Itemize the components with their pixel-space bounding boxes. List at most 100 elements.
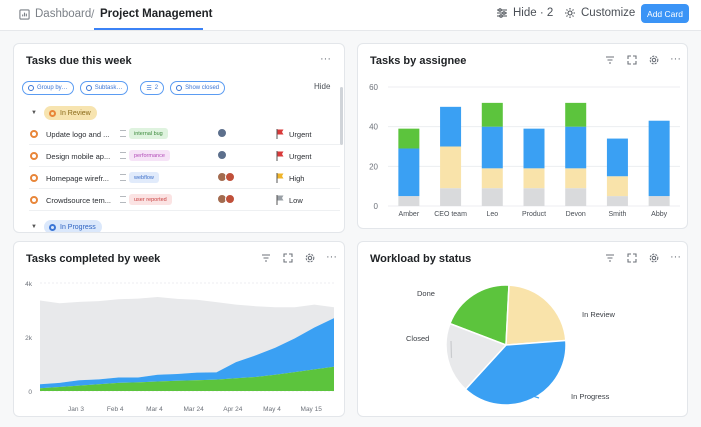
task-name[interactable]: Homepage wirefr... <box>46 174 109 183</box>
more-icon[interactable]: ··· <box>320 53 331 65</box>
task-row[interactable]: Update logo and ... internal bug Urgent <box>29 124 340 145</box>
filter-icon[interactable] <box>604 54 615 65</box>
hide-link[interactable]: Hide <box>314 82 331 91</box>
card-title: Workload by status <box>370 253 472 265</box>
x-tick-label: Jan 3 <box>68 406 84 413</box>
more-icon[interactable]: ··· <box>326 251 337 263</box>
bar-segment-done[interactable] <box>481 102 503 127</box>
x-tick-label: May 15 <box>301 406 323 413</box>
bar-segment-in_progress[interactable] <box>606 138 628 177</box>
tasks-due-card: Tasks due this week ··· Group by… Subtas… <box>13 43 345 233</box>
pie-label: Done <box>417 289 435 298</box>
breadcrumb-separator: / <box>91 7 95 21</box>
group-pill-in-review[interactable]: In Review <box>44 106 97 120</box>
pie-slice[interactable] <box>505 284 567 346</box>
expand-icon[interactable] <box>282 252 293 263</box>
bar-segment-in_progress[interactable] <box>648 120 670 197</box>
task-row[interactable]: Homepage wirefr... webflow High <box>29 168 340 189</box>
y-tick-label: 0 <box>28 389 32 396</box>
x-tick-label: Feb 4 <box>107 406 124 413</box>
bar-segment-in_review[interactable] <box>481 168 503 189</box>
assignee-avatars[interactable] <box>217 128 227 138</box>
more-icon[interactable]: ··· <box>670 53 681 65</box>
y-tick-label: 20 <box>369 162 378 171</box>
task-tag[interactable]: performance <box>129 150 170 161</box>
customize-button[interactable]: Customize <box>564 7 635 19</box>
filter-icon[interactable] <box>260 252 271 263</box>
card-title: Tasks by assignee <box>370 55 467 67</box>
collapse-icon[interactable]: ▼ <box>31 224 37 230</box>
gear-icon[interactable] <box>648 54 659 65</box>
sliders-icon <box>497 8 507 18</box>
description-icon <box>120 196 126 203</box>
filter-chips: Group by… Subtask… ☰ 2 Show closed <box>22 81 226 95</box>
task-row[interactable]: Crowdsource tem... user reported Low <box>29 190 340 211</box>
add-card-button[interactable]: Add Card <box>641 4 689 23</box>
filter-icon[interactable] <box>604 252 615 263</box>
group-pill-in-progress[interactable]: In Progress <box>44 220 102 232</box>
filter-count-chip[interactable]: ☰ 2 <box>140 81 165 95</box>
collapse-icon[interactable]: ▼ <box>31 110 37 116</box>
bar-segment-in_review[interactable] <box>606 176 628 197</box>
x-tick-label: Abby <box>651 211 667 218</box>
bar-segment-done[interactable] <box>565 102 587 127</box>
assignee-avatars[interactable] <box>217 194 235 204</box>
bar-segment-in_progress[interactable] <box>481 126 503 169</box>
x-tick-label: May 4 <box>263 406 281 413</box>
task-tag[interactable]: user reported <box>129 194 172 205</box>
hide-button[interactable]: Hide · 2 <box>496 7 553 19</box>
workload-pie-chart: Done In Review In Progress Closed <box>406 284 616 406</box>
status-icon <box>30 130 38 138</box>
bar-segment-in_progress[interactable] <box>565 126 587 169</box>
breadcrumb-current[interactable]: Project Management <box>100 8 212 20</box>
expand-icon[interactable] <box>626 54 637 65</box>
pie-slice[interactable] <box>448 284 510 347</box>
pie-slice[interactable] <box>464 339 567 406</box>
task-name[interactable]: Update logo and ... <box>46 130 110 139</box>
bar-segment-closed[interactable] <box>565 188 587 206</box>
chip-label: Show closed <box>185 85 220 91</box>
breadcrumb-dashboard[interactable]: Dashboard <box>19 8 91 20</box>
pie-slice[interactable] <box>445 322 508 391</box>
gear-icon[interactable] <box>304 252 315 263</box>
bar-segment-in_review[interactable] <box>565 168 587 189</box>
more-icon[interactable]: ··· <box>670 251 681 263</box>
bar-segment-in_progress[interactable] <box>440 106 462 147</box>
bar-segment-in_progress[interactable] <box>398 148 420 197</box>
expand-icon[interactable] <box>626 252 637 263</box>
subtask-icon <box>85 85 92 91</box>
task-row[interactable]: Design mobile ap... performance Urgent <box>29 146 340 167</box>
assignee-avatars[interactable] <box>217 172 235 182</box>
subtask-chip[interactable]: Subtask… <box>79 81 129 95</box>
scrollbar[interactable] <box>340 87 343 145</box>
show-closed-chip[interactable]: Show closed <box>170 81 226 95</box>
pie-label: Closed <box>406 334 429 343</box>
dashboard-icon <box>19 8 30 20</box>
bar-segment-closed[interactable] <box>398 196 420 206</box>
bar-segment-in_progress[interactable] <box>523 128 545 169</box>
area-done[interactable] <box>40 366 334 391</box>
group-by-chip[interactable]: Group by… <box>22 81 74 95</box>
bar-segment-closed[interactable] <box>648 196 670 206</box>
task-tag[interactable]: internal bug <box>129 128 168 139</box>
bar-segment-closed[interactable] <box>606 196 628 206</box>
status-icon <box>49 109 56 117</box>
avatar <box>217 150 227 160</box>
chip-label: Subtask… <box>94 85 123 91</box>
task-tag[interactable]: webflow <box>129 172 159 183</box>
bar-segment-closed[interactable] <box>523 188 545 206</box>
assignee-bar-chart: 0 20 40 60 Amber CEO team Leo Product Devon Smith… <box>369 83 680 218</box>
gear-icon[interactable] <box>648 252 659 263</box>
x-tick-label: Leo <box>486 211 498 218</box>
task-name[interactable]: Design mobile ap... <box>46 152 111 161</box>
assignee-avatars[interactable] <box>217 150 227 160</box>
bar-segment-in_review[interactable] <box>440 146 462 189</box>
area-closed[interactable] <box>40 297 334 385</box>
bar-segment-closed[interactable] <box>481 188 503 206</box>
bar-segment-in_review[interactable] <box>523 168 545 189</box>
task-name[interactable]: Crowdsource tem... <box>46 196 112 205</box>
x-tick-label: Apr 24 <box>223 406 243 413</box>
bar-segment-closed[interactable] <box>440 188 462 206</box>
bar-segment-done[interactable] <box>398 128 420 149</box>
area-in_progress[interactable] <box>40 318 334 389</box>
